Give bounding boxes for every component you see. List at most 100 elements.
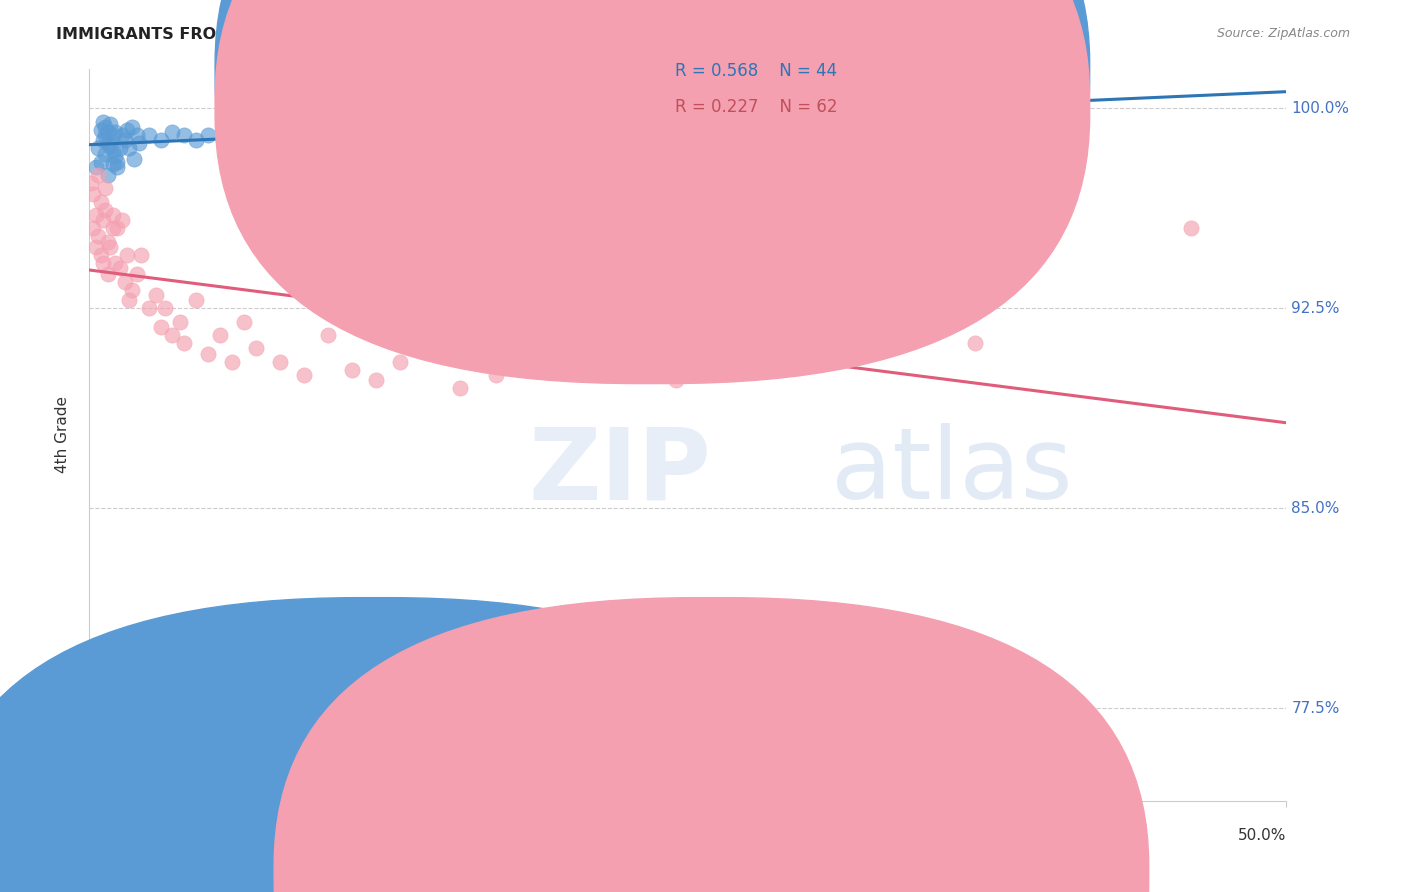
Text: IMMIGRANTS FROM NORTHERN AFRICA VS MEXICAN AMERICAN INDIAN 4TH GRADE CORRELATION: IMMIGRANTS FROM NORTHERN AFRICA VS MEXIC… (56, 27, 1005, 42)
Point (82, 186, 104, 201)
Point (80, 176, 103, 190)
Point (131, 248, 153, 262)
Point (173, 336, 195, 351)
Point (90, 248, 112, 262)
Point (94, 120, 117, 135)
Text: Immigrants from Northern Africa: Immigrants from Northern Africa (415, 855, 654, 870)
Point (128, 136, 150, 150)
Point (105, 154, 128, 169)
Text: 4th Grade: 4th Grade (55, 396, 70, 474)
Text: 85.0%: 85.0% (1291, 500, 1340, 516)
Point (97, 126, 120, 140)
Text: atlas: atlas (831, 423, 1073, 520)
Text: 77.5%: 77.5% (1291, 700, 1340, 715)
Point (186, 293, 208, 308)
Point (233, 315, 256, 329)
Point (844, 346, 866, 360)
Point (125, 128, 148, 143)
Point (557, 115, 579, 129)
Point (245, 341, 267, 355)
Point (90, 194, 112, 209)
Point (292, 368, 315, 382)
Point (114, 133, 136, 147)
Point (169, 315, 191, 329)
Text: R = 0.568    N = 44: R = 0.568 N = 44 (675, 62, 837, 80)
Point (121, 283, 143, 297)
Point (664, 373, 686, 387)
Text: 100.0%: 100.0% (1291, 101, 1350, 116)
Point (389, 354, 412, 368)
Point (94, 146, 117, 161)
Point (114, 275, 136, 289)
Text: Source: ZipAtlas.com: Source: ZipAtlas.com (1216, 27, 1350, 40)
Point (111, 128, 134, 143)
Point (316, 328, 339, 343)
Point (221, 128, 243, 143)
Point (413, 341, 436, 355)
Point (121, 120, 143, 135)
Point (145, 288, 167, 302)
Point (105, 160, 128, 174)
Point (87, 141, 110, 155)
Point (138, 301, 160, 316)
Point (904, 328, 927, 343)
Point (91, 115, 114, 129)
Point (437, 120, 460, 135)
Point (340, 126, 363, 140)
Point (700, 354, 723, 368)
Point (122, 152, 145, 166)
Point (118, 293, 141, 308)
Point (111, 213, 134, 227)
Point (94, 202, 117, 217)
Point (138, 128, 160, 143)
Point (97, 235, 120, 249)
Point (1180, 221, 1202, 235)
Point (87, 229, 110, 244)
Point (90, 154, 112, 169)
Point (115, 248, 138, 262)
Point (796, 341, 818, 355)
Text: 92.5%: 92.5% (1291, 301, 1340, 316)
Point (155, 301, 177, 316)
Point (98, 138, 121, 153)
Point (197, 128, 219, 143)
Point (91, 133, 114, 147)
Point (97, 136, 120, 150)
Point (101, 157, 124, 171)
Point (197, 346, 219, 360)
Text: 50.0%: 50.0% (1239, 828, 1286, 843)
Point (628, 368, 651, 382)
Point (108, 261, 131, 276)
Point (82, 221, 104, 235)
Point (104, 149, 127, 163)
Point (557, 354, 579, 368)
Text: 0.0%: 0.0% (89, 828, 128, 843)
Point (125, 267, 148, 281)
Point (90, 123, 112, 137)
Point (94, 181, 117, 195)
Point (162, 328, 184, 343)
Point (108, 141, 131, 155)
Point (162, 126, 184, 140)
Point (245, 130, 267, 145)
Point (87, 168, 110, 182)
Text: R = 0.227    N = 62: R = 0.227 N = 62 (675, 98, 838, 116)
Point (485, 368, 508, 382)
Point (97, 168, 120, 182)
Point (101, 128, 124, 143)
Point (340, 362, 363, 376)
Point (520, 346, 543, 360)
Point (105, 221, 128, 235)
Point (101, 144, 124, 158)
Point (84, 160, 107, 174)
Point (101, 208, 124, 222)
Point (104, 126, 127, 140)
Text: ZIP: ZIP (529, 423, 711, 520)
Point (84, 240, 107, 254)
Point (98, 118, 121, 132)
Point (84, 208, 107, 222)
Point (97, 267, 120, 281)
Point (173, 128, 195, 143)
Point (269, 123, 291, 137)
Point (118, 141, 141, 155)
